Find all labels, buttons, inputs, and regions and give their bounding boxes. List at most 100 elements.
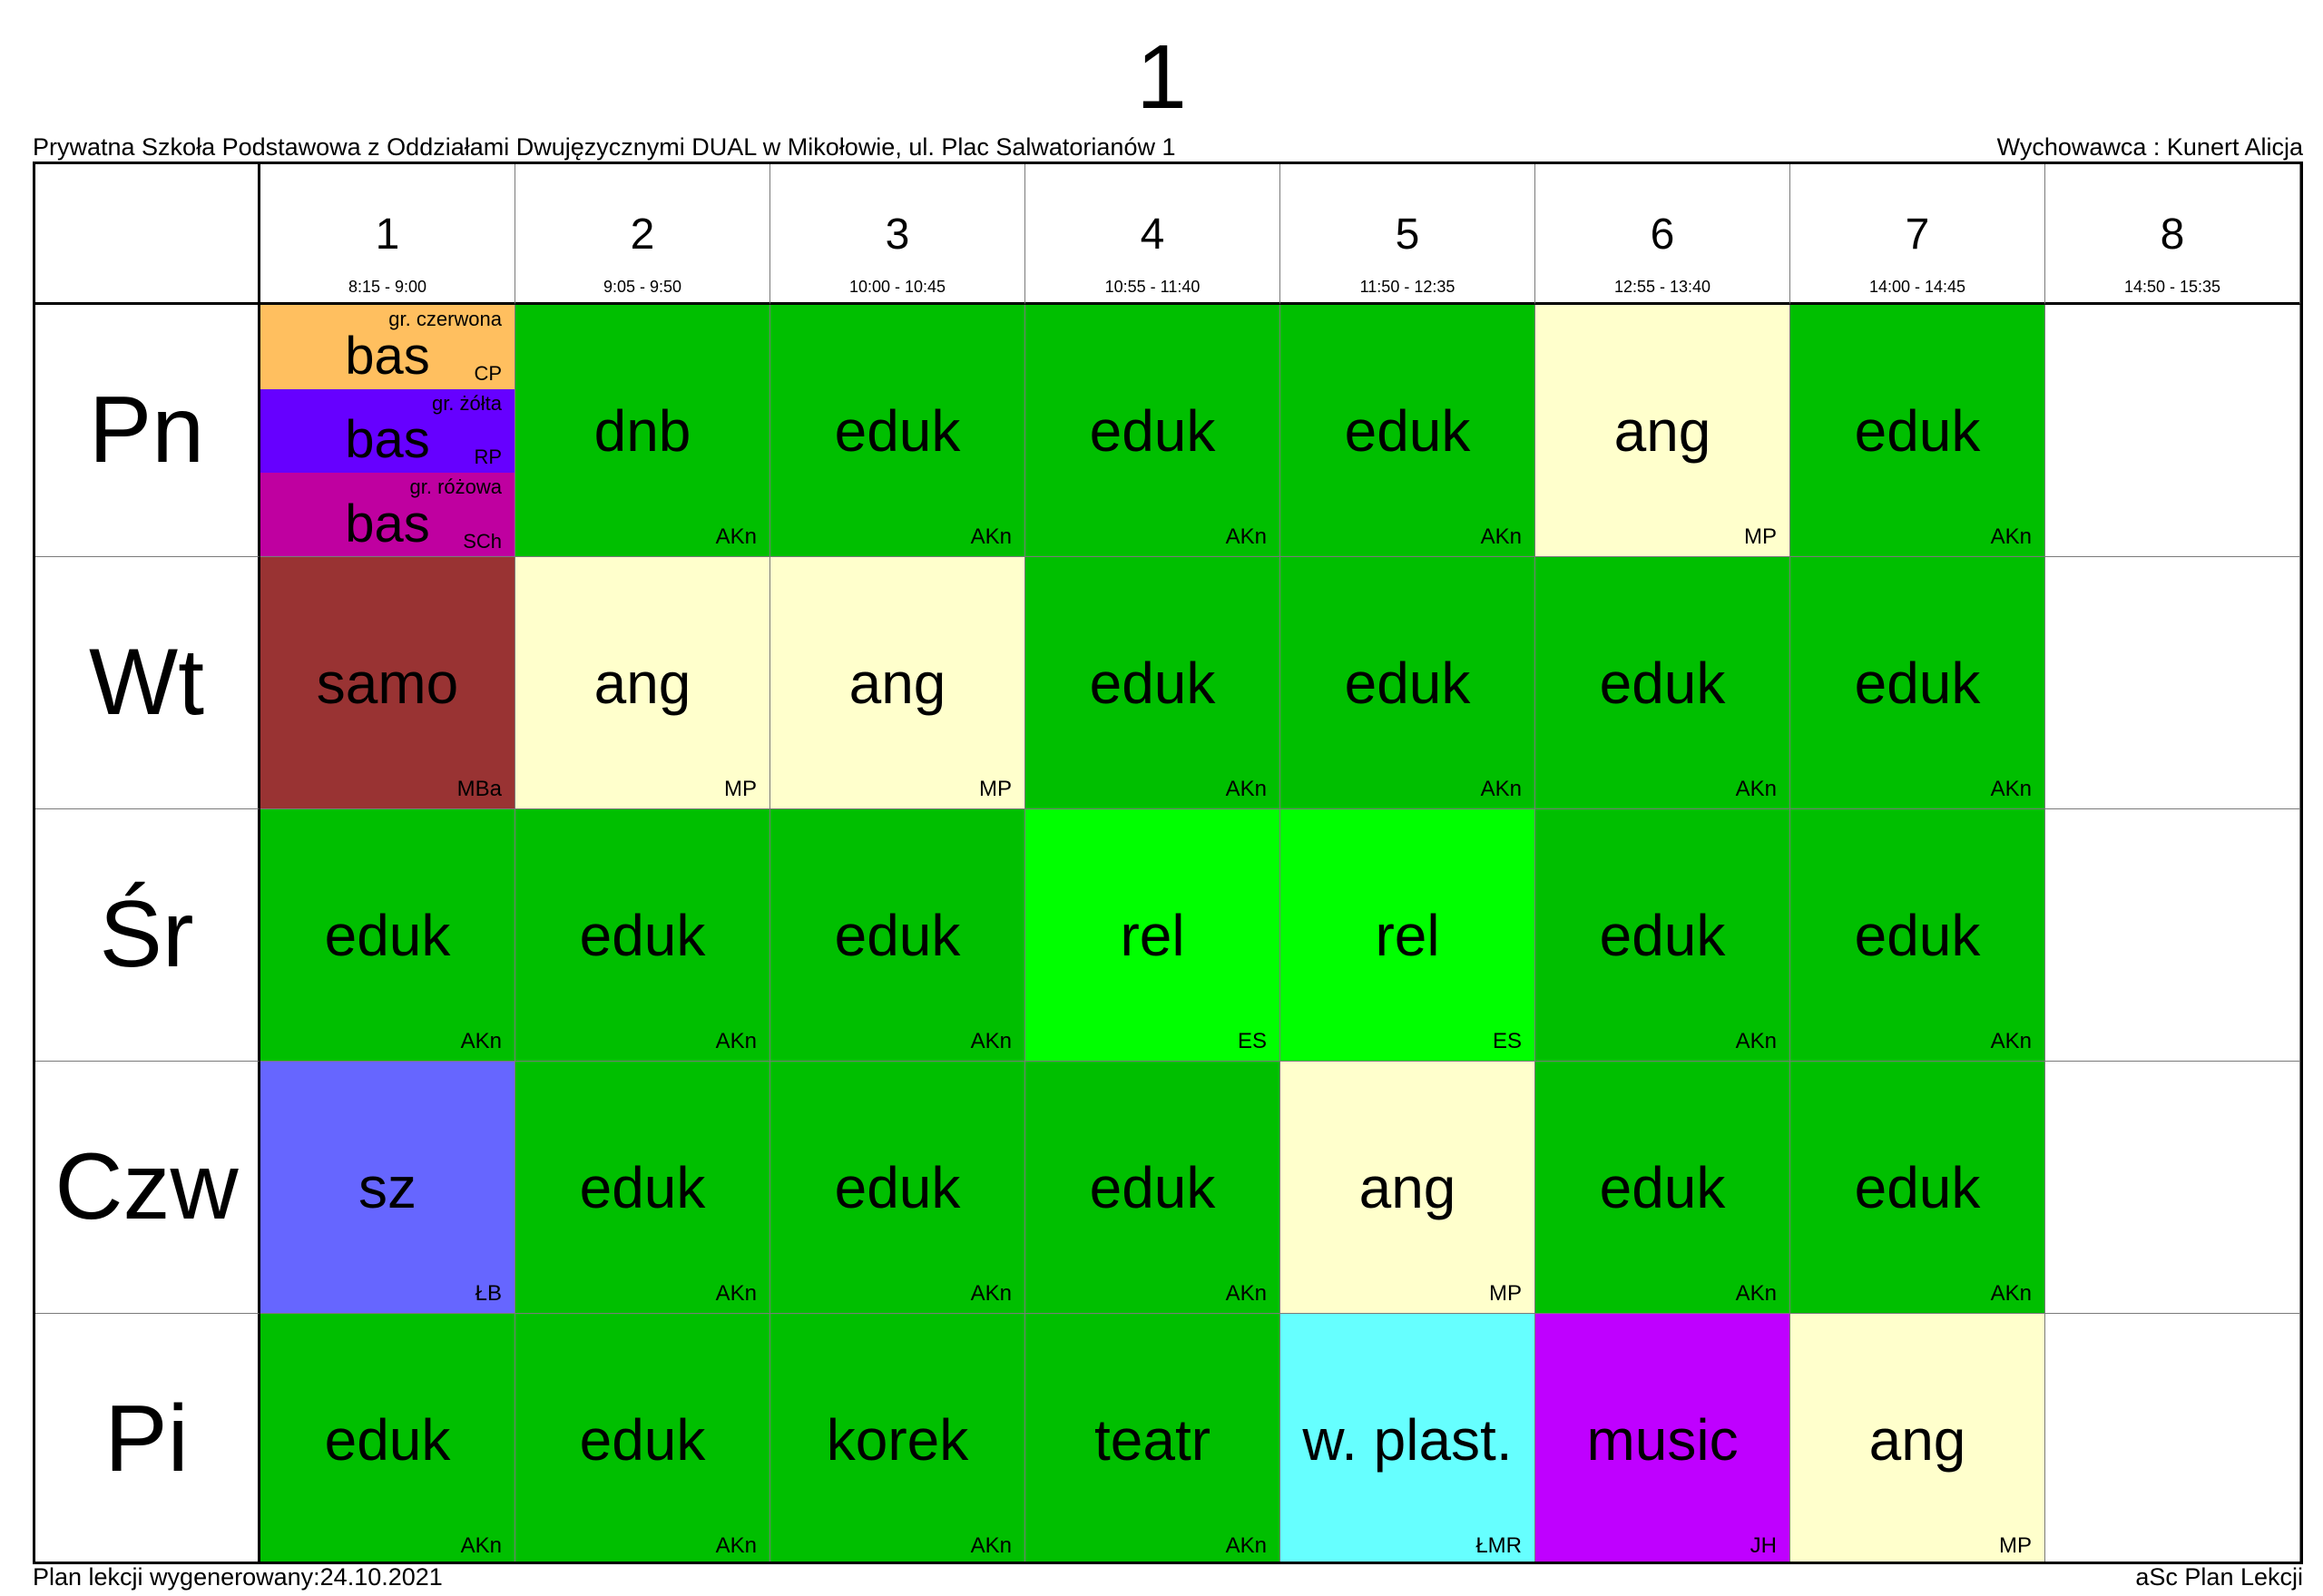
period-header-6: 6 12:55 - 13:40 (1535, 164, 1790, 305)
lesson-cell[interactable]: eduk AKn (1790, 557, 2045, 809)
lesson-cell[interactable]: eduk AKn (770, 809, 1025, 1062)
day-label-Pn: Pn (35, 305, 260, 557)
group-label: gr. różowa (409, 475, 503, 499)
lesson-cell[interactable]: eduk AKn (260, 809, 515, 1062)
empty-cell (2045, 1062, 2300, 1314)
teacher-initials: AKn (1735, 777, 1777, 801)
lesson-cell[interactable]: sz ŁB (260, 1062, 515, 1314)
day-label-Czw: Czw (35, 1062, 260, 1314)
period-number: 8 (2160, 211, 2185, 259)
subject-label: eduk (1344, 650, 1471, 716)
empty-cell (2045, 1314, 2300, 1562)
teacher-initials: AKn (460, 1533, 502, 1558)
lesson-cell[interactable]: ang MP (1535, 305, 1790, 557)
lesson-cell[interactable]: teatr AKn (1025, 1314, 1280, 1562)
subject-label: rel (1375, 902, 1440, 968)
subject-label: eduk (579, 1154, 706, 1220)
subject-label: rel (1120, 902, 1185, 968)
period-number: 1 (375, 211, 400, 259)
lesson-cell[interactable]: eduk AKn (515, 1314, 770, 1562)
lesson-cell[interactable]: w. plast. ŁMR (1280, 1314, 1535, 1562)
teacher-initials: AKn (715, 1029, 757, 1053)
lesson-cell[interactable]: eduk AKn (1280, 305, 1535, 557)
group-lesson[interactable]: bas gr. czerwona CP (260, 305, 515, 389)
day-label-Pi: Pi (35, 1314, 260, 1562)
period-header-3: 3 10:00 - 10:45 (770, 164, 1025, 305)
period-time: 14:00 - 14:45 (1868, 278, 1966, 296)
subject-label: eduk (1599, 650, 1726, 716)
lesson-cell[interactable]: eduk AKn (770, 305, 1025, 557)
period-number: 3 (885, 211, 910, 259)
teacher-initials: AKn (970, 1281, 1012, 1306)
lesson-cell[interactable]: ang MP (515, 557, 770, 809)
lesson-cell[interactable]: eduk AKn (1280, 557, 1535, 809)
lesson-cell[interactable]: eduk AKn (1025, 557, 1280, 809)
subject-label: samo (316, 650, 459, 716)
teacher-initials: AKn (715, 1281, 757, 1306)
period-header-8: 8 14:50 - 15:35 (2045, 164, 2300, 305)
subject-label: w. plast. (1302, 1406, 1513, 1473)
lesson-cell[interactable]: eduk AKn (1535, 1062, 1790, 1314)
teacher-initials: AKn (1225, 1533, 1267, 1558)
teacher-initials: ES (1492, 1029, 1522, 1053)
lesson-cell[interactable]: music JH (1535, 1314, 1790, 1562)
subject-label: eduk (1854, 397, 1981, 464)
empty-cell (2045, 305, 2300, 557)
lesson-cell[interactable]: samo MBa (260, 557, 515, 809)
period-header-5: 5 11:50 - 12:35 (1280, 164, 1535, 305)
period-time: 11:50 - 12:35 (1359, 278, 1456, 296)
lesson-cell[interactable]: eduk AKn (1790, 809, 2045, 1062)
teacher-initials: SCh (463, 529, 502, 553)
lesson-cell[interactable]: korek AKn (770, 1314, 1025, 1562)
lesson-cell[interactable]: eduk AKn (770, 1062, 1025, 1314)
teacher-initials: ES (1237, 1029, 1267, 1053)
lesson-cell[interactable]: ang MP (1280, 1062, 1535, 1314)
subject-label: bas (345, 494, 430, 553)
subject-label: eduk (834, 1154, 961, 1220)
group-lesson[interactable]: bas gr. żółta RP (260, 388, 515, 474)
lesson-cell[interactable]: eduk AKn (1025, 305, 1280, 557)
teacher-initials: AKn (1990, 524, 2032, 549)
day-label-Śr: Śr (35, 809, 260, 1062)
lesson-cell[interactable]: eduk AKn (1790, 305, 2045, 557)
teacher-initials: AKn (1480, 524, 1522, 549)
lesson-cell[interactable]: eduk AKn (1025, 1062, 1280, 1314)
subject-label: dnb (593, 397, 691, 464)
teacher-initials: AKn (715, 1533, 757, 1558)
lesson-cell[interactable]: eduk AKn (1535, 809, 1790, 1062)
subject-label: bas (345, 326, 430, 386)
lesson-cell[interactable]: eduk AKn (260, 1314, 515, 1562)
lesson-cell[interactable]: dnb AKn (515, 305, 770, 557)
lesson-cell[interactable]: eduk AKn (515, 1062, 770, 1314)
subject-label: ang (848, 650, 946, 716)
lesson-cell[interactable]: ang MP (1790, 1314, 2045, 1562)
period-header-1: 1 8:15 - 9:00 (260, 164, 515, 305)
subject-label: ang (1613, 397, 1711, 464)
teacher-initials: ŁB (475, 1281, 502, 1306)
lesson-cell[interactable]: rel ES (1280, 809, 1535, 1062)
teacher-initials: MP (724, 777, 757, 801)
subject-label: sz (358, 1154, 417, 1220)
lesson-cell[interactable]: eduk AKn (1535, 557, 1790, 809)
lesson-cell[interactable]: eduk AKn (1790, 1062, 2045, 1314)
subject-label: ang (1868, 1406, 1966, 1473)
teacher-initials: AKn (970, 1029, 1012, 1053)
lesson-cell[interactable]: ang MP (770, 557, 1025, 809)
timetable-grid: 1 8:15 - 9:00 2 9:05 - 9:50 3 10:00 - 10:45 4 1… (33, 162, 2303, 1564)
period-time: 10:55 - 11:40 (1104, 278, 1201, 296)
subject-label: eduk (1854, 1154, 1981, 1220)
teacher-initials: AKn (1225, 1281, 1267, 1306)
lesson-cell[interactable]: bas gr. czerwona CP bas gr. żółta RP bas gr. ró… (260, 305, 515, 557)
teacher-initials: JH (1750, 1533, 1777, 1558)
lesson-cell[interactable]: eduk AKn (515, 809, 770, 1062)
subject-label: eduk (1854, 902, 1981, 968)
subject-label: korek (826, 1406, 969, 1473)
grid-corner (35, 164, 260, 305)
group-label: gr. żółta (431, 391, 502, 415)
lesson-cell[interactable]: rel ES (1025, 809, 1280, 1062)
period-header-2: 2 9:05 - 9:50 (515, 164, 770, 305)
group-lesson[interactable]: bas gr. różowa SCh (260, 473, 515, 556)
school-name: Prywatna Szkoła Podstawowa z Oddziałami … (33, 133, 1176, 161)
period-time: 8:15 - 9:00 (348, 278, 427, 296)
subject-label: eduk (834, 397, 961, 464)
